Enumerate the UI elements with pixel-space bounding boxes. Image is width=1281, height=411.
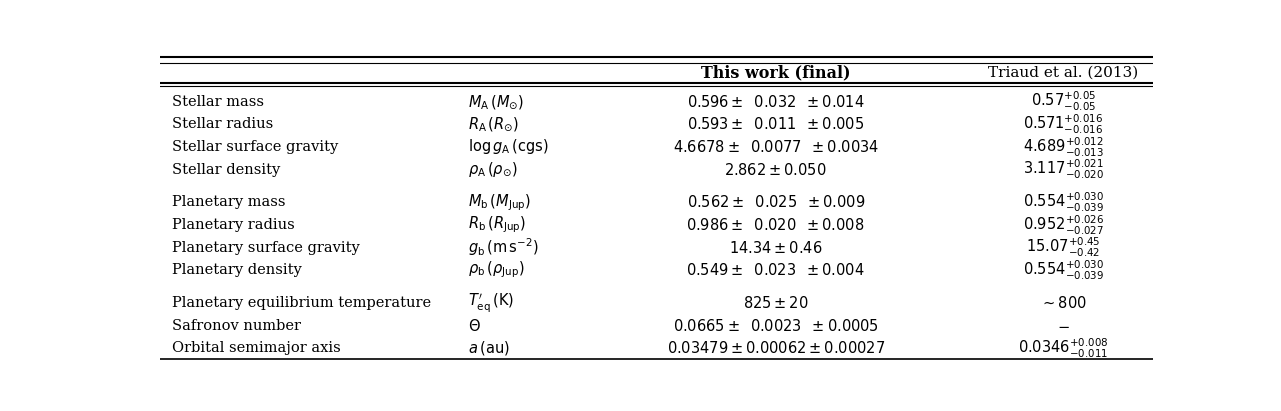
- Text: Stellar mass: Stellar mass: [172, 95, 264, 109]
- Text: $4.689^{+0.012}_{-0.013}$: $4.689^{+0.012}_{-0.013}$: [1024, 135, 1104, 159]
- Text: Planetary equilibrium temperature: Planetary equilibrium temperature: [172, 296, 432, 310]
- Text: Orbital semimajor axis: Orbital semimajor axis: [172, 341, 341, 355]
- Text: $0.57^{+0.05}_{-0.05}$: $0.57^{+0.05}_{-0.05}$: [1031, 90, 1097, 113]
- Text: Stellar density: Stellar density: [172, 163, 281, 177]
- Text: $-$: $-$: [1057, 319, 1070, 332]
- Text: $0.549 \pm\;\; 0.023\;\; \pm 0.004$: $0.549 \pm\;\; 0.023\;\; \pm 0.004$: [687, 262, 865, 278]
- Text: $\rho_{\mathrm{b}}\,(\rho_{\mathrm{Jup}})$: $\rho_{\mathrm{b}}\,(\rho_{\mathrm{Jup}}…: [468, 260, 524, 280]
- Text: $\sim 800$: $\sim 800$: [1040, 295, 1088, 311]
- Text: $0.986 \pm\;\; 0.020\;\; \pm 0.008$: $0.986 \pm\;\; 0.020\;\; \pm 0.008$: [687, 217, 865, 233]
- Text: $0.0346^{+0.008}_{-0.011}$: $0.0346^{+0.008}_{-0.011}$: [1018, 337, 1109, 360]
- Text: $0.596 \pm\;\; 0.032\;\; \pm 0.014$: $0.596 \pm\;\; 0.032\;\; \pm 0.014$: [687, 94, 865, 110]
- Text: $a\,(\mathrm{au})$: $a\,(\mathrm{au})$: [468, 339, 510, 357]
- Text: $15.07^{+0.45}_{-0.42}$: $15.07^{+0.45}_{-0.42}$: [1026, 236, 1100, 259]
- Text: Triaud et al. (2013): Triaud et al. (2013): [989, 66, 1139, 80]
- Text: $R_{\mathrm{A}}\,( R_{\odot})$: $R_{\mathrm{A}}\,( R_{\odot})$: [468, 115, 519, 133]
- Text: $14.34 \pm 0.46$: $14.34 \pm 0.46$: [729, 240, 822, 256]
- Text: $T^{\prime}_{\mathrm{eq}}\,(\mathrm{K})$: $T^{\prime}_{\mathrm{eq}}\,(\mathrm{K})$: [468, 291, 514, 314]
- Text: $2.862 \pm 0.050$: $2.862 \pm 0.050$: [725, 162, 826, 178]
- Text: Planetary density: Planetary density: [172, 263, 302, 277]
- Text: $0.554^{+0.030}_{-0.039}$: $0.554^{+0.030}_{-0.039}$: [1024, 259, 1104, 282]
- Text: $0.03479 \pm 0.00062 \pm 0.00027$: $0.03479 \pm 0.00062 \pm 0.00027$: [666, 340, 885, 356]
- Text: $0.0665 \pm\;\; 0.0023\;\; \pm 0.0005$: $0.0665 \pm\;\; 0.0023\;\; \pm 0.0005$: [673, 318, 879, 334]
- Text: Planetary radius: Planetary radius: [172, 218, 295, 232]
- Text: Safronov number: Safronov number: [172, 319, 301, 332]
- Text: $M_{\mathrm{b}}\,( M_{\mathrm{Jup}})$: $M_{\mathrm{b}}\,( M_{\mathrm{Jup}})$: [468, 192, 532, 212]
- Text: $0.562 \pm\;\; 0.025\;\; \pm 0.009$: $0.562 \pm\;\; 0.025\;\; \pm 0.009$: [687, 194, 865, 210]
- Text: Planetary mass: Planetary mass: [172, 195, 286, 209]
- Text: $0.952^{+0.026}_{-0.027}$: $0.952^{+0.026}_{-0.027}$: [1024, 213, 1104, 237]
- Text: Planetary surface gravity: Planetary surface gravity: [172, 240, 360, 254]
- Text: $825 \pm 20$: $825 \pm 20$: [743, 295, 808, 311]
- Text: $0.593 \pm\;\; 0.011\;\; \pm 0.005$: $0.593 \pm\;\; 0.011\;\; \pm 0.005$: [687, 116, 865, 132]
- Text: $\rho_{\mathrm{A}}\,(\rho_{\odot})$: $\rho_{\mathrm{A}}\,(\rho_{\odot})$: [468, 160, 518, 179]
- Text: $\log g_{\mathrm{A}}\,(\mathrm{cgs})$: $\log g_{\mathrm{A}}\,(\mathrm{cgs})$: [468, 137, 548, 157]
- Text: $0.571^{+0.016}_{-0.016}$: $0.571^{+0.016}_{-0.016}$: [1024, 113, 1104, 136]
- Text: $\Theta$: $\Theta$: [468, 318, 480, 334]
- Text: $3.117^{+0.021}_{-0.020}$: $3.117^{+0.021}_{-0.020}$: [1024, 158, 1104, 181]
- Text: $4.6678 \pm\;\; 0.0077\;\; \pm 0.0034$: $4.6678 \pm\;\; 0.0077\;\; \pm 0.0034$: [673, 139, 879, 155]
- Text: This work (final): This work (final): [701, 65, 851, 81]
- Text: Stellar radius: Stellar radius: [172, 118, 273, 132]
- Text: $g_{\mathrm{b}}\,(\mathrm{m\,s}^{-2})$: $g_{\mathrm{b}}\,(\mathrm{m\,s}^{-2})$: [468, 237, 538, 259]
- Text: $R_{\mathrm{b}}\,( R_{\mathrm{Jup}})$: $R_{\mathrm{b}}\,( R_{\mathrm{Jup}})$: [468, 215, 526, 235]
- Text: $M_{\mathrm{A}}\,( M_{\odot})$: $M_{\mathrm{A}}\,( M_{\odot})$: [468, 93, 524, 111]
- Text: Stellar surface gravity: Stellar surface gravity: [172, 140, 338, 154]
- Text: $0.554^{+0.030}_{-0.039}$: $0.554^{+0.030}_{-0.039}$: [1024, 191, 1104, 214]
